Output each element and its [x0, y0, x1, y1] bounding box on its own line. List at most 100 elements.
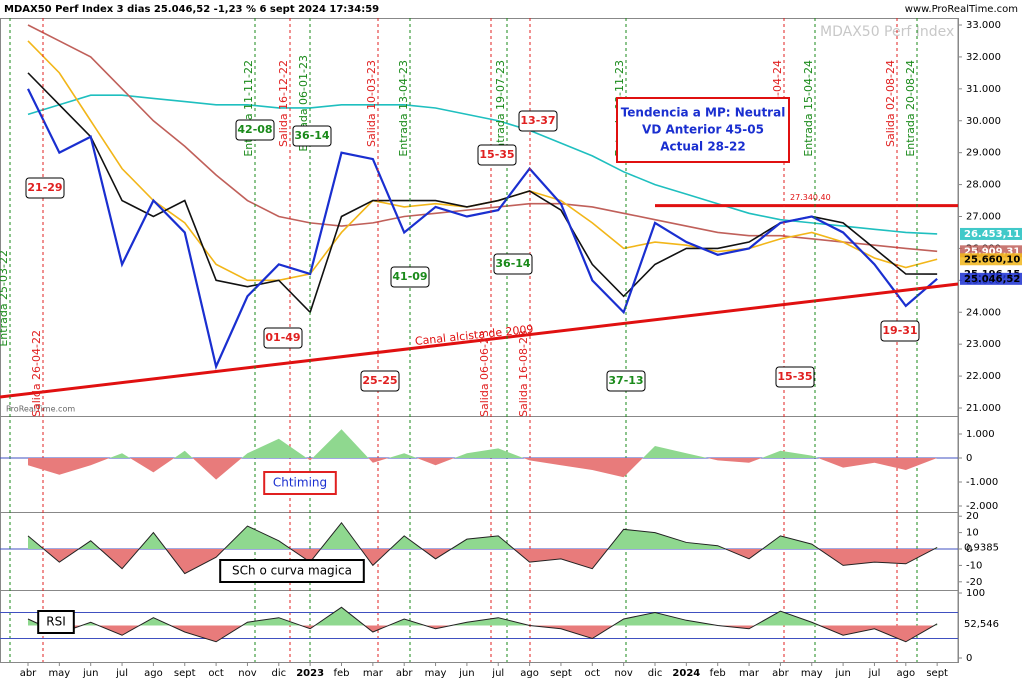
- x-tick-label: may: [801, 668, 823, 679]
- last-value-label: 0,9385: [964, 542, 999, 553]
- signal-label: Salida 10-03-23: [365, 60, 378, 147]
- resistance-label: 27.340,40: [790, 193, 831, 202]
- signal-box: [493, 253, 533, 275]
- signal-box-label: 01-49: [265, 331, 300, 344]
- signal-box: [25, 177, 65, 199]
- signal-box: [235, 119, 275, 141]
- x-tick-label: feb: [710, 668, 726, 679]
- x-tick-label: dic: [648, 668, 663, 679]
- area-fill: [28, 429, 938, 458]
- signal-box: [390, 266, 430, 288]
- y-tick-label: 24.000: [966, 307, 1001, 318]
- x-tick-label: ago: [144, 668, 163, 679]
- y-tick-label: 0: [966, 653, 972, 664]
- label-box: [37, 610, 75, 634]
- y-tick-label: 23.000: [966, 339, 1001, 350]
- note-line: VD Anterior 45-05: [642, 123, 764, 137]
- x-tick-label: jul: [867, 668, 880, 679]
- x-tick-label: jul: [491, 668, 504, 679]
- y-tick-label: 20: [966, 511, 979, 522]
- x-tick-label: dic: [271, 668, 286, 679]
- series-line: [27, 24, 938, 253]
- y-tick-label: 33.000: [966, 20, 1001, 31]
- y-tick-label: 31.000: [966, 84, 1001, 95]
- signal-box: [775, 366, 815, 388]
- signal-box: [477, 144, 517, 166]
- area-fill: [28, 549, 938, 574]
- signal-box: [360, 370, 400, 392]
- signal-box: [292, 125, 332, 147]
- panel-label: Chtiming: [273, 476, 327, 490]
- signal-label: Salida 26-04-22: [30, 330, 43, 417]
- chart-title: MDAX50 Perf Index 3 dias 25.046,52 -1,23…: [4, 4, 379, 15]
- label-box: [263, 471, 337, 495]
- signal-box-label: 19-31: [882, 324, 917, 337]
- x-tick-label: oct: [208, 668, 224, 679]
- signal-box: [518, 110, 558, 132]
- signal-label: Salida 06-06-23: [478, 330, 491, 417]
- signal-box: [263, 327, 303, 349]
- signal-box-label: 36-14: [294, 129, 330, 142]
- area-fill: [28, 607, 938, 626]
- last-value-label: 52,546: [964, 619, 999, 630]
- signal-label: Entrada 20-08-24: [904, 60, 917, 157]
- note-box: [616, 97, 790, 163]
- last-value-label: 25.909,31: [964, 246, 1020, 257]
- signal-box: [880, 320, 920, 342]
- x-tick-label: jun: [82, 668, 98, 679]
- x-tick-label: sept: [550, 668, 572, 679]
- area-fill: [28, 522, 938, 549]
- y-tick-label: -2.000: [966, 501, 998, 512]
- x-tick-label: abr: [20, 668, 37, 679]
- signal-label: Entrada 11-11-22: [242, 60, 255, 157]
- signal-box-label: 42-08: [237, 123, 272, 136]
- y-tick-label: 30.000: [966, 116, 1001, 127]
- x-tick-label: oct: [585, 668, 601, 679]
- last-value-box: [960, 253, 1022, 266]
- y-tick-label: 0: [966, 544, 972, 555]
- signal-box-label: 41-09: [392, 270, 427, 283]
- last-value-label: 25.660,10: [964, 254, 1020, 265]
- channel-line: [0, 282, 959, 399]
- y-tick-label: -1.000: [966, 477, 998, 488]
- x-tick-label: jul: [115, 668, 128, 679]
- series-line: [27, 94, 938, 235]
- y-tick-label: 22.000: [966, 371, 1001, 382]
- x-tick-label: ago: [520, 668, 539, 679]
- last-value-box: [960, 227, 1022, 240]
- x-tick-label: jun: [458, 668, 474, 679]
- signal-label: Entrada 13-04-23: [397, 60, 410, 157]
- label-box: [219, 559, 365, 583]
- x-tick-label: abr: [396, 668, 413, 679]
- y-tick-label: -10: [966, 560, 982, 571]
- y-tick-label: 100: [966, 588, 985, 599]
- signal-box-label: 15-35: [777, 370, 812, 383]
- note-line: Actual 28-22: [660, 140, 745, 154]
- x-tick-label: nov: [614, 668, 632, 679]
- y-tick-label: 1.000: [966, 429, 995, 440]
- x-tick-label: feb: [333, 668, 349, 679]
- y-tick-label: 32.000: [966, 52, 1001, 63]
- x-tick-label: sept: [926, 668, 948, 679]
- signal-label: Salida 02-08-24: [884, 60, 897, 147]
- y-tick-label: 29.000: [966, 148, 1001, 159]
- signal-box: [606, 370, 646, 392]
- x-tick-label: mar: [739, 668, 760, 679]
- area-fill: [28, 458, 938, 480]
- signal-box-label: 37-13: [608, 374, 643, 387]
- x-tick-label: may: [48, 668, 70, 679]
- x-tick-label: ago: [897, 668, 916, 679]
- osc-line: [27, 521, 938, 575]
- signal-box-label: 15-35: [479, 148, 514, 161]
- signal-label: Entrada 15-04-24: [802, 60, 815, 157]
- y-tick-label: 10: [966, 528, 979, 539]
- y-tick-label: 27.000: [966, 212, 1001, 223]
- y-tick-label: -20: [966, 577, 982, 588]
- signal-box-label: 36-14: [495, 257, 531, 270]
- watermark: MDAX50 Perf Index: [820, 24, 954, 40]
- x-tick-label: sept: [174, 668, 196, 679]
- x-tick-label: mar: [363, 668, 384, 679]
- signal-label: Entrada 25-03-22: [0, 250, 10, 347]
